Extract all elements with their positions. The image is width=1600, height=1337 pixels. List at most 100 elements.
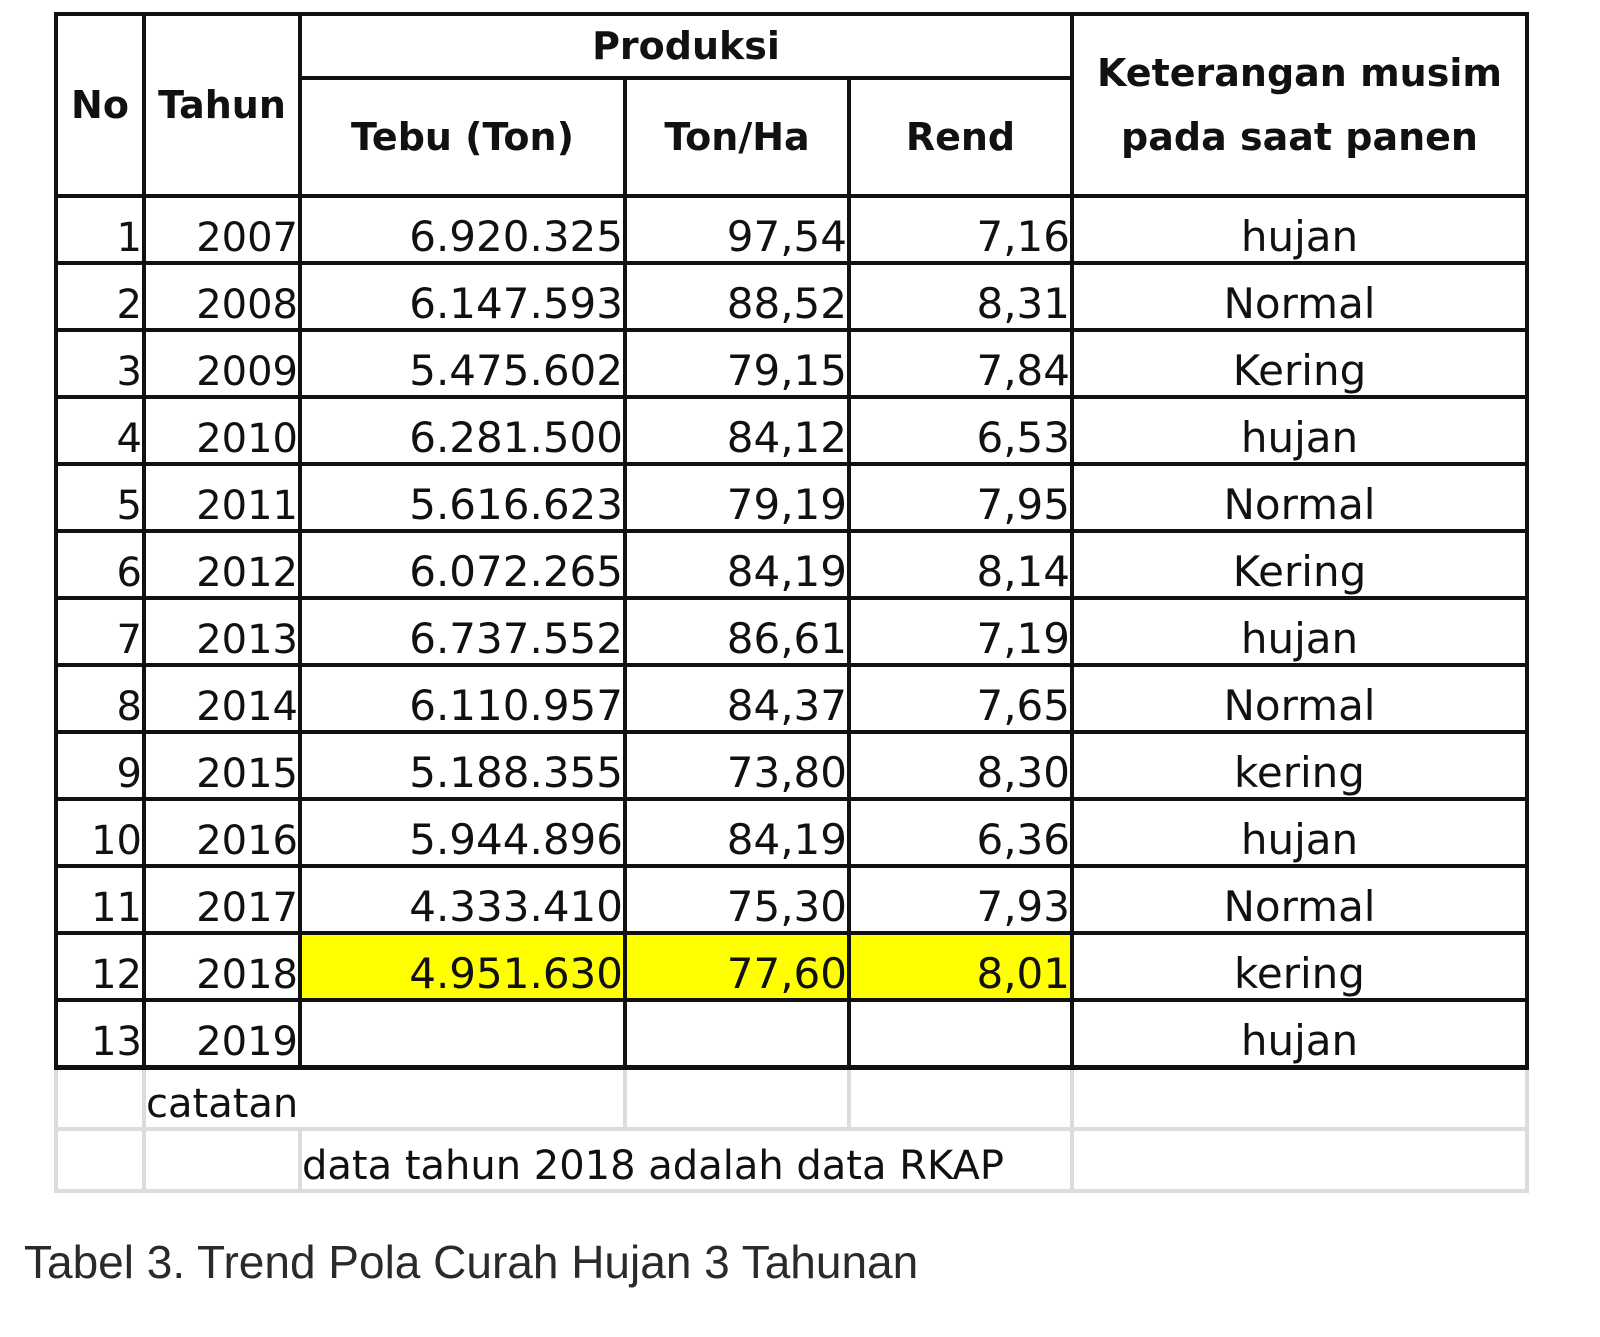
cell-tahun: 2019 [142, 998, 302, 1070]
cell-keterangan: Normal [1070, 261, 1529, 332]
cell-tebu: 5.944.896 [298, 797, 627, 868]
table-body: 1 2007 6.920.325 97,54 7,16 hujan 2 2008 6.147.5… [54, 194, 1529, 1193]
note-cell-empty [142, 1127, 302, 1193]
header-keterangan: Keterangan musim pada saat panen [1070, 12, 1529, 198]
table-row: 6 2012 6.072.265 84,19 8,14 Kering [54, 529, 1529, 600]
cell-ton-ha: 75,30 [623, 864, 851, 935]
cell-keterangan: hujan [1070, 395, 1529, 466]
cell-tahun: 2010 [142, 395, 302, 466]
cell-no: 6 [54, 529, 146, 600]
cell-rend: 7,84 [847, 328, 1074, 399]
cell-tahun: 2008 [142, 261, 302, 332]
cell-keterangan: Normal [1070, 864, 1529, 935]
cell-keterangan: hujan [1070, 596, 1529, 667]
cell-ton-ha: 73,80 [623, 730, 851, 801]
header-keterangan-line1: Keterangan musim [1097, 51, 1502, 95]
cell-keterangan: Kering [1070, 328, 1529, 399]
cell-keterangan: hujan [1070, 998, 1529, 1070]
cell-keterangan: Normal [1070, 462, 1529, 533]
cell-tebu: 6.920.325 [298, 194, 627, 265]
cell-tahun: 2013 [142, 596, 302, 667]
cell-ton-ha: 84,12 [623, 395, 851, 466]
cell-rend: 7,93 [847, 864, 1074, 935]
production-table: No Tahun Produksi Keterangan musim pada … [54, 12, 1529, 1193]
header-rend: Rend [847, 76, 1074, 198]
header-keterangan-line2: pada saat panen [1121, 115, 1478, 159]
cell-tebu: 6.110.957 [298, 663, 627, 734]
cell-rend: 7,16 [847, 194, 1074, 265]
table-row: 5 2011 5.616.623 79,19 7,95 Normal [54, 462, 1529, 533]
table-row: 1 2007 6.920.325 97,54 7,16 hujan [54, 194, 1529, 265]
note-cell-empty [54, 1127, 146, 1193]
cell-rend [847, 998, 1074, 1070]
cell-no: 3 [54, 328, 146, 399]
cell-keterangan: kering [1070, 730, 1529, 801]
table-row: 4 2010 6.281.500 84,12 6,53 hujan [54, 395, 1529, 466]
cell-tebu: 4.951.630 [298, 931, 627, 1002]
table-caption: Tabel 3. Trend Pola Curah Hujan 3 Tahuna… [24, 1236, 919, 1288]
cell-tebu: 6.737.552 [298, 596, 627, 667]
cell-no: 12 [54, 931, 146, 1002]
note-cell-empty [847, 1065, 1074, 1131]
cell-no: 4 [54, 395, 146, 466]
header-produksi: Produksi [298, 12, 1074, 80]
cell-tebu: 5.188.355 [298, 730, 627, 801]
cell-ton-ha: 97,54 [623, 194, 851, 265]
cell-tahun: 2009 [142, 328, 302, 399]
cell-no: 1 [54, 194, 146, 265]
note-cell-empty [623, 1065, 851, 1131]
cell-ton-ha: 84,19 [623, 797, 851, 868]
table-row: 2 2008 6.147.593 88,52 8,31 Normal [54, 261, 1529, 332]
note-label: catatan [142, 1065, 627, 1131]
cell-ton-ha: 79,15 [623, 328, 851, 399]
cell-tebu: 5.616.623 [298, 462, 627, 533]
table-row: 12 2018 4.951.630 77,60 8,01 kering [54, 931, 1529, 1002]
cell-tahun: 2017 [142, 864, 302, 935]
cell-rend: 8,14 [847, 529, 1074, 600]
header-tahun: Tahun [142, 12, 302, 198]
cell-tahun: 2018 [142, 931, 302, 1002]
cell-keterangan: hujan [1070, 194, 1529, 265]
cell-tebu: 5.475.602 [298, 328, 627, 399]
cell-rend: 7,65 [847, 663, 1074, 734]
cell-tahun: 2007 [142, 194, 302, 265]
cell-tebu: 6.147.593 [298, 261, 627, 332]
cell-tebu: 6.281.500 [298, 395, 627, 466]
cell-keterangan: hujan [1070, 797, 1529, 868]
cell-tahun: 2016 [142, 797, 302, 868]
table-row: 7 2013 6.737.552 86,61 7,19 hujan [54, 596, 1529, 667]
table-row: 10 2016 5.944.896 84,19 6,36 hujan [54, 797, 1529, 868]
header-ton-ha: Ton/Ha [623, 76, 851, 198]
table-row: 3 2009 5.475.602 79,15 7,84 Kering [54, 328, 1529, 399]
cell-keterangan: kering [1070, 931, 1529, 1002]
cell-rend: 8,01 [847, 931, 1074, 1002]
cell-rend: 7,95 [847, 462, 1074, 533]
note-row: catatan [54, 1065, 1529, 1131]
cell-no: 5 [54, 462, 146, 533]
header-no: No [54, 12, 146, 198]
cell-tahun: 2014 [142, 663, 302, 734]
note-text: data tahun 2018 adalah data RKAP [298, 1127, 1074, 1193]
cell-tahun: 2011 [142, 462, 302, 533]
cell-no: 13 [54, 998, 146, 1070]
cell-ton-ha: 79,19 [623, 462, 851, 533]
cell-ton-ha: 88,52 [623, 261, 851, 332]
cell-no: 10 [54, 797, 146, 868]
note-cell-empty [54, 1065, 146, 1131]
cell-rend: 6,53 [847, 395, 1074, 466]
cell-ton-ha: 86,61 [623, 596, 851, 667]
cell-no: 2 [54, 261, 146, 332]
cell-keterangan: Normal [1070, 663, 1529, 734]
cell-tebu: 6.072.265 [298, 529, 627, 600]
note-row: data tahun 2018 adalah data RKAP [54, 1127, 1529, 1193]
note-cell-empty [1070, 1127, 1529, 1193]
cell-ton-ha: 84,37 [623, 663, 851, 734]
cell-ton-ha: 84,19 [623, 529, 851, 600]
table-row: 9 2015 5.188.355 73,80 8,30 kering [54, 730, 1529, 801]
table-row: 8 2014 6.110.957 84,37 7,65 Normal [54, 663, 1529, 734]
cell-tebu [298, 998, 627, 1070]
cell-ton-ha [623, 998, 851, 1070]
table-row: 11 2017 4.333.410 75,30 7,93 Normal [54, 864, 1529, 935]
cell-no: 9 [54, 730, 146, 801]
header-tebu: Tebu (Ton) [298, 76, 627, 198]
